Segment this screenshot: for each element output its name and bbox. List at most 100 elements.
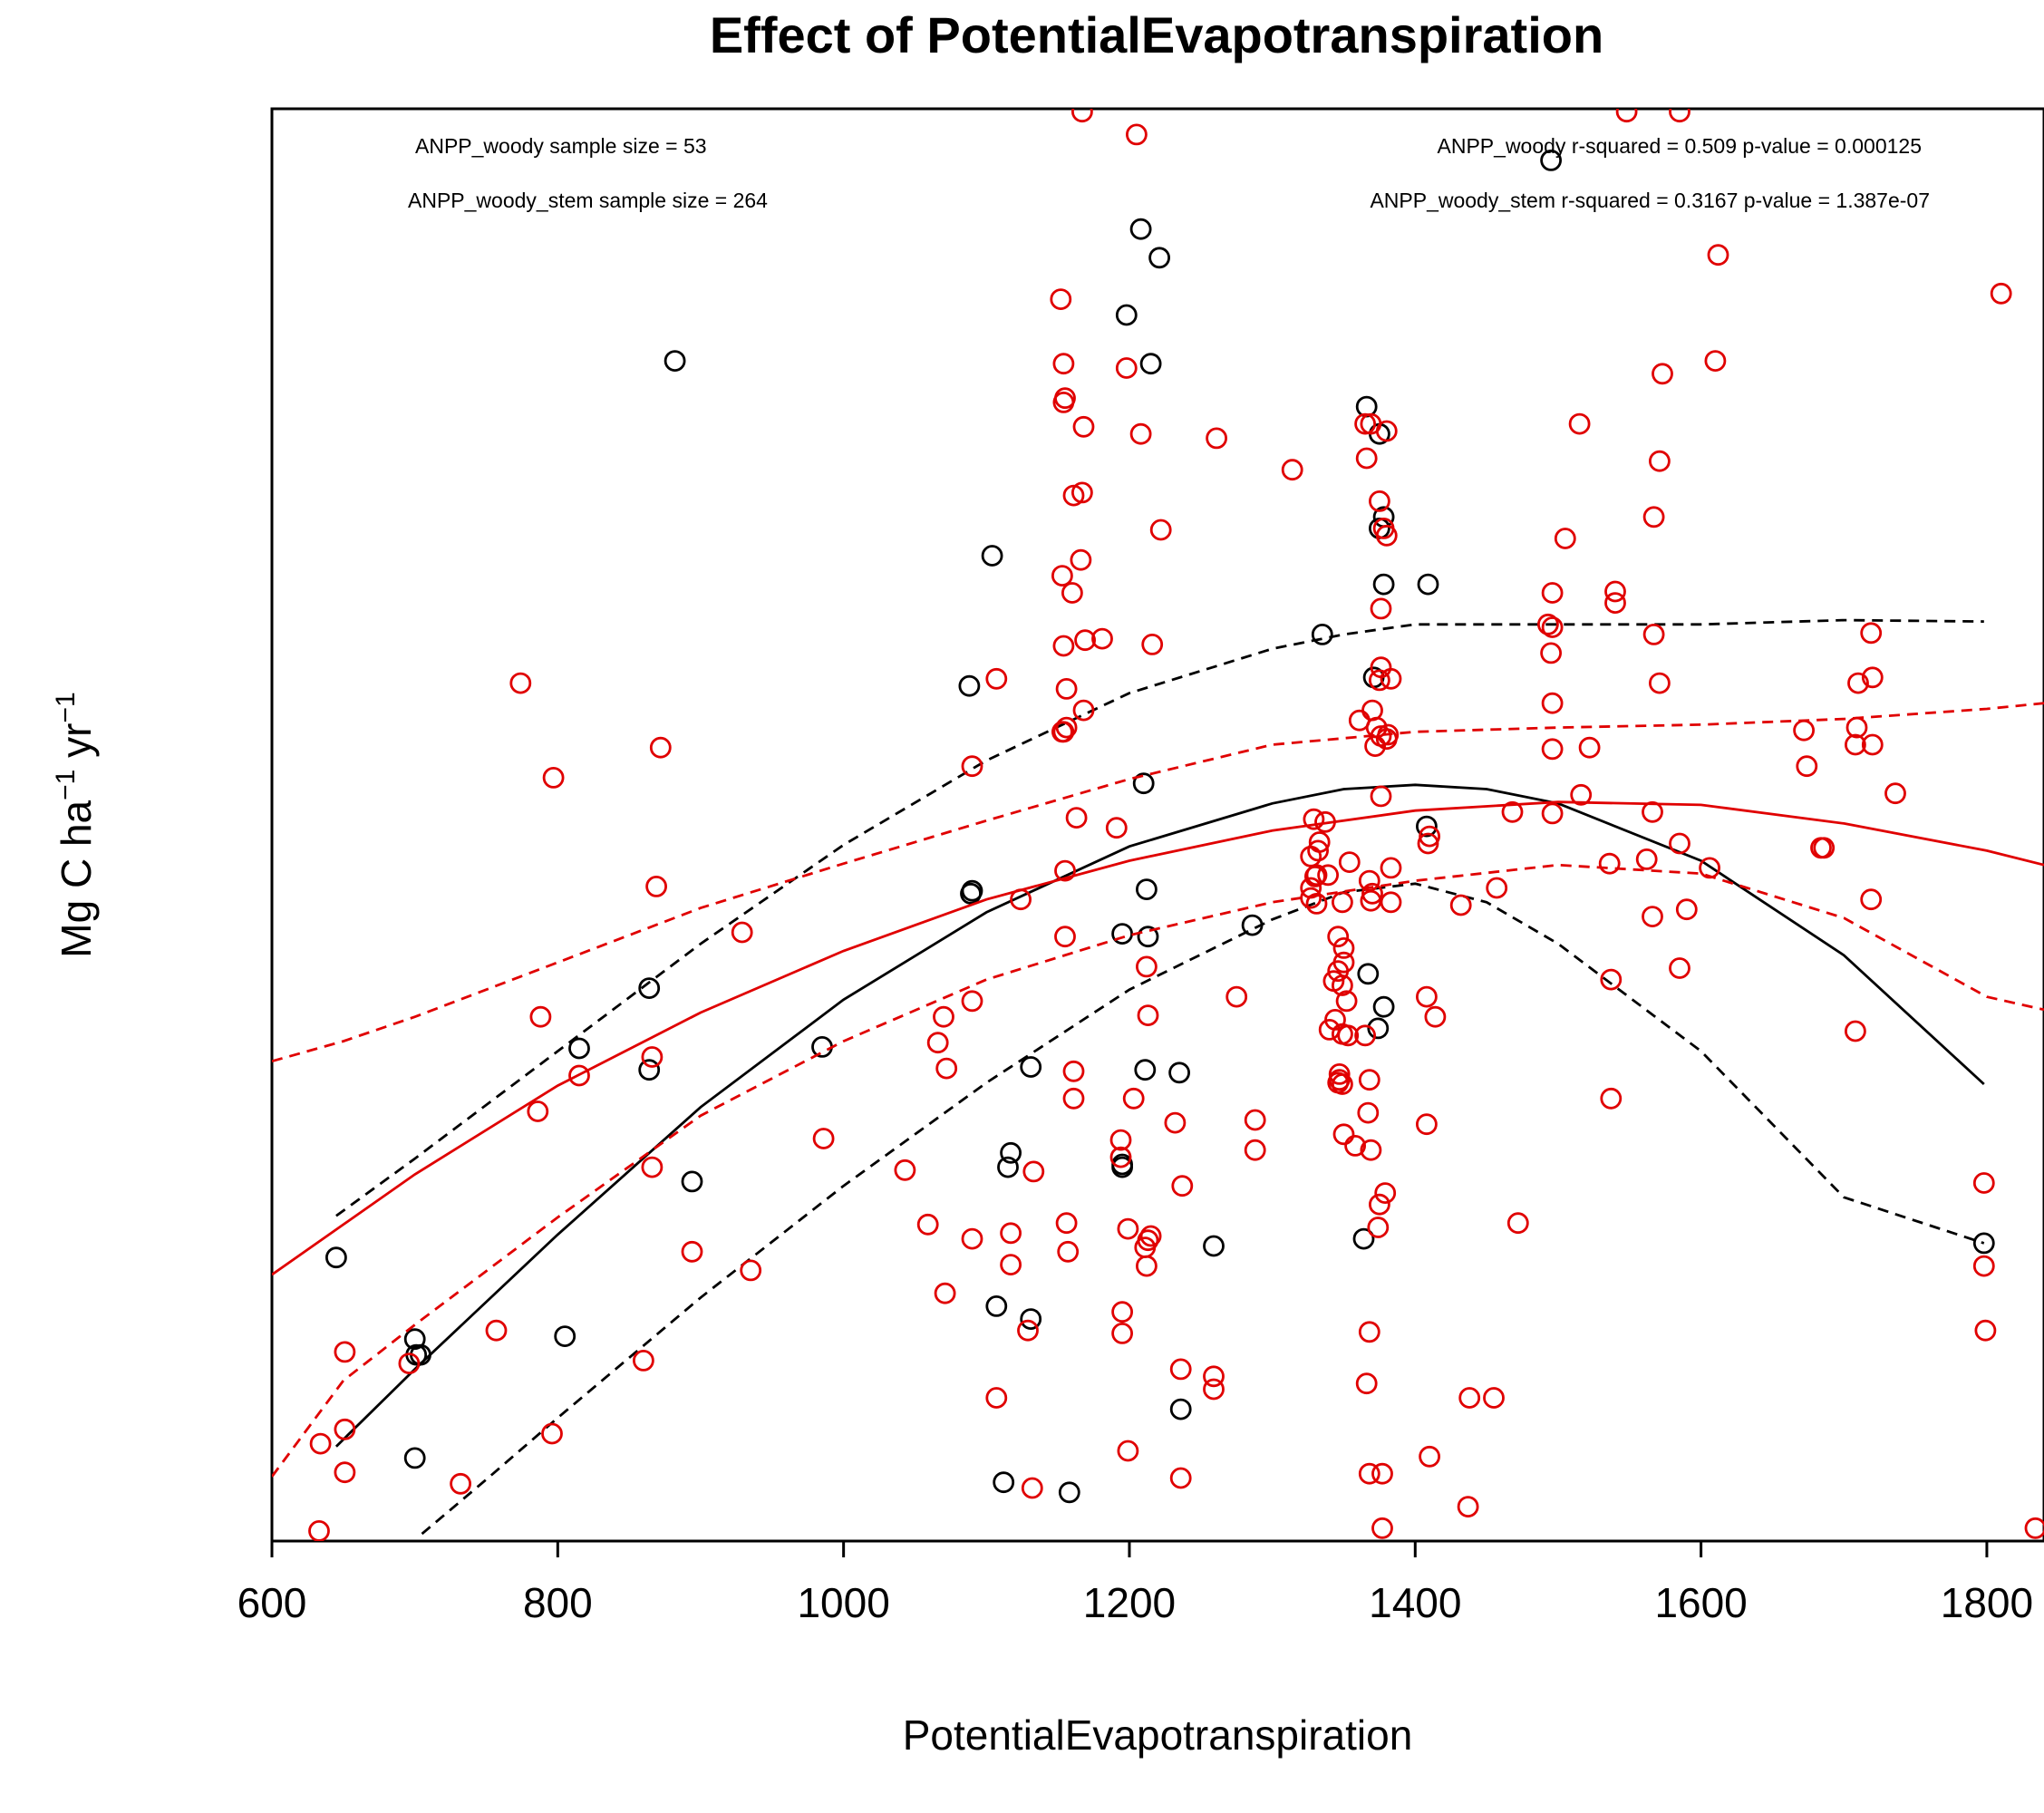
- data-point: [1071, 109, 1093, 123]
- data-point: [1370, 785, 1392, 808]
- data-point: [1303, 808, 1325, 830]
- data-point: [1000, 1254, 1022, 1275]
- data-point: [1054, 859, 1076, 882]
- data-point: [1311, 624, 1333, 645]
- data-point: [1020, 1308, 1042, 1330]
- data-point: [1417, 832, 1439, 855]
- data-point: [1115, 304, 1138, 326]
- data-point: [641, 1156, 664, 1178]
- data-point: [1091, 627, 1113, 650]
- data-point: [509, 672, 532, 694]
- data-point: [1419, 825, 1440, 848]
- annotations: ANPP_woody sample size = 53 ANPP_woody_s…: [408, 134, 1930, 212]
- data-point: [1134, 1236, 1157, 1258]
- data-point: [568, 1037, 590, 1060]
- data-point: [1021, 1477, 1043, 1499]
- data-point: [1845, 733, 1866, 756]
- x-axis: 600 800 1000 1200 1400 1600 1800: [237, 1539, 2033, 1626]
- data-point: [1169, 1358, 1192, 1381]
- data-point: [985, 1295, 1008, 1317]
- data-point: [1109, 1146, 1132, 1168]
- data-point: [812, 1128, 835, 1149]
- data-point: [1000, 1141, 1022, 1164]
- data-point: [1649, 450, 1671, 472]
- data-point: [554, 1325, 576, 1347]
- data-point: [1361, 882, 1383, 905]
- data-point: [1458, 1387, 1481, 1409]
- data-point: [1615, 109, 1638, 123]
- data-point: [1861, 666, 1884, 689]
- data-point: [1355, 447, 1378, 470]
- data-point: [1332, 974, 1353, 996]
- data-point: [1416, 815, 1438, 838]
- ci-upper-line: [335, 618, 1984, 1217]
- data-point: [1332, 937, 1355, 959]
- data-point: [731, 921, 753, 944]
- data-point: [1111, 1323, 1133, 1344]
- data-point: [334, 1418, 356, 1440]
- data-point: [1570, 783, 1593, 806]
- data-point: [1136, 1255, 1158, 1277]
- data-point: [985, 1387, 1008, 1409]
- data-point: [1355, 1372, 1378, 1395]
- data-point: [325, 1246, 347, 1269]
- plot-area-border: [270, 107, 2044, 1543]
- data-point: [398, 1352, 421, 1374]
- data-point: [1111, 1156, 1133, 1178]
- data-point: [1357, 1101, 1380, 1124]
- y-label-sup-2: −1: [51, 692, 81, 722]
- data-point: [1860, 622, 1883, 645]
- data-point: [1137, 1004, 1159, 1026]
- data-point: [958, 674, 981, 697]
- data-point: [1845, 1020, 1866, 1042]
- data-point: [568, 1064, 590, 1087]
- data-point: [1369, 1193, 1390, 1216]
- data-point: [1360, 1139, 1382, 1161]
- data-point: [664, 350, 686, 373]
- data-point: [1134, 1059, 1157, 1081]
- fit-line: [272, 800, 2044, 1276]
- annotation-stem-sample-size: ANPP_woody_stem sample size = 264: [408, 189, 768, 212]
- data-point: [1568, 412, 1591, 435]
- data-point: [1541, 582, 1564, 604]
- data-point: [1305, 893, 1328, 915]
- data-point: [1380, 857, 1402, 879]
- data-point: [645, 876, 667, 897]
- data-point: [1600, 1087, 1623, 1110]
- series-layer: [272, 109, 2044, 1541]
- data-point: [1541, 616, 1564, 638]
- data-point: [1669, 832, 1690, 855]
- data-point: [1352, 1227, 1375, 1250]
- x-tick-label: 1800: [1941, 1579, 2033, 1626]
- data-point: [527, 1100, 549, 1122]
- data-point: [1649, 672, 1671, 694]
- data-point: [1972, 1172, 1995, 1194]
- data-point: [1847, 672, 1869, 694]
- data-point: [961, 1227, 983, 1250]
- data-point: [1164, 1111, 1187, 1134]
- data-point: [1604, 592, 1626, 614]
- data-point: [1364, 735, 1386, 757]
- data-point: [1129, 422, 1152, 445]
- data-point: [811, 1036, 833, 1058]
- data-point: [1537, 613, 1559, 635]
- data-point: [985, 667, 1008, 690]
- data-point: [1054, 926, 1076, 948]
- data-point: [1203, 1378, 1225, 1401]
- data-point: [1055, 1212, 1078, 1235]
- data-point: [1117, 1217, 1139, 1240]
- data-point: [1652, 363, 1673, 385]
- data-point: [1070, 548, 1092, 571]
- data-point: [1642, 506, 1665, 528]
- data-point: [1132, 772, 1155, 795]
- data-point: [1972, 1255, 1995, 1277]
- x-tick-label: 1000: [797, 1579, 889, 1626]
- data-point: [1022, 1160, 1045, 1183]
- data-point: [1057, 1240, 1080, 1263]
- x-tick-label: 800: [523, 1579, 593, 1626]
- data-point: [1360, 889, 1382, 912]
- data-point: [1062, 1060, 1085, 1082]
- data-point: [1354, 412, 1376, 435]
- data-point: [1598, 852, 1621, 875]
